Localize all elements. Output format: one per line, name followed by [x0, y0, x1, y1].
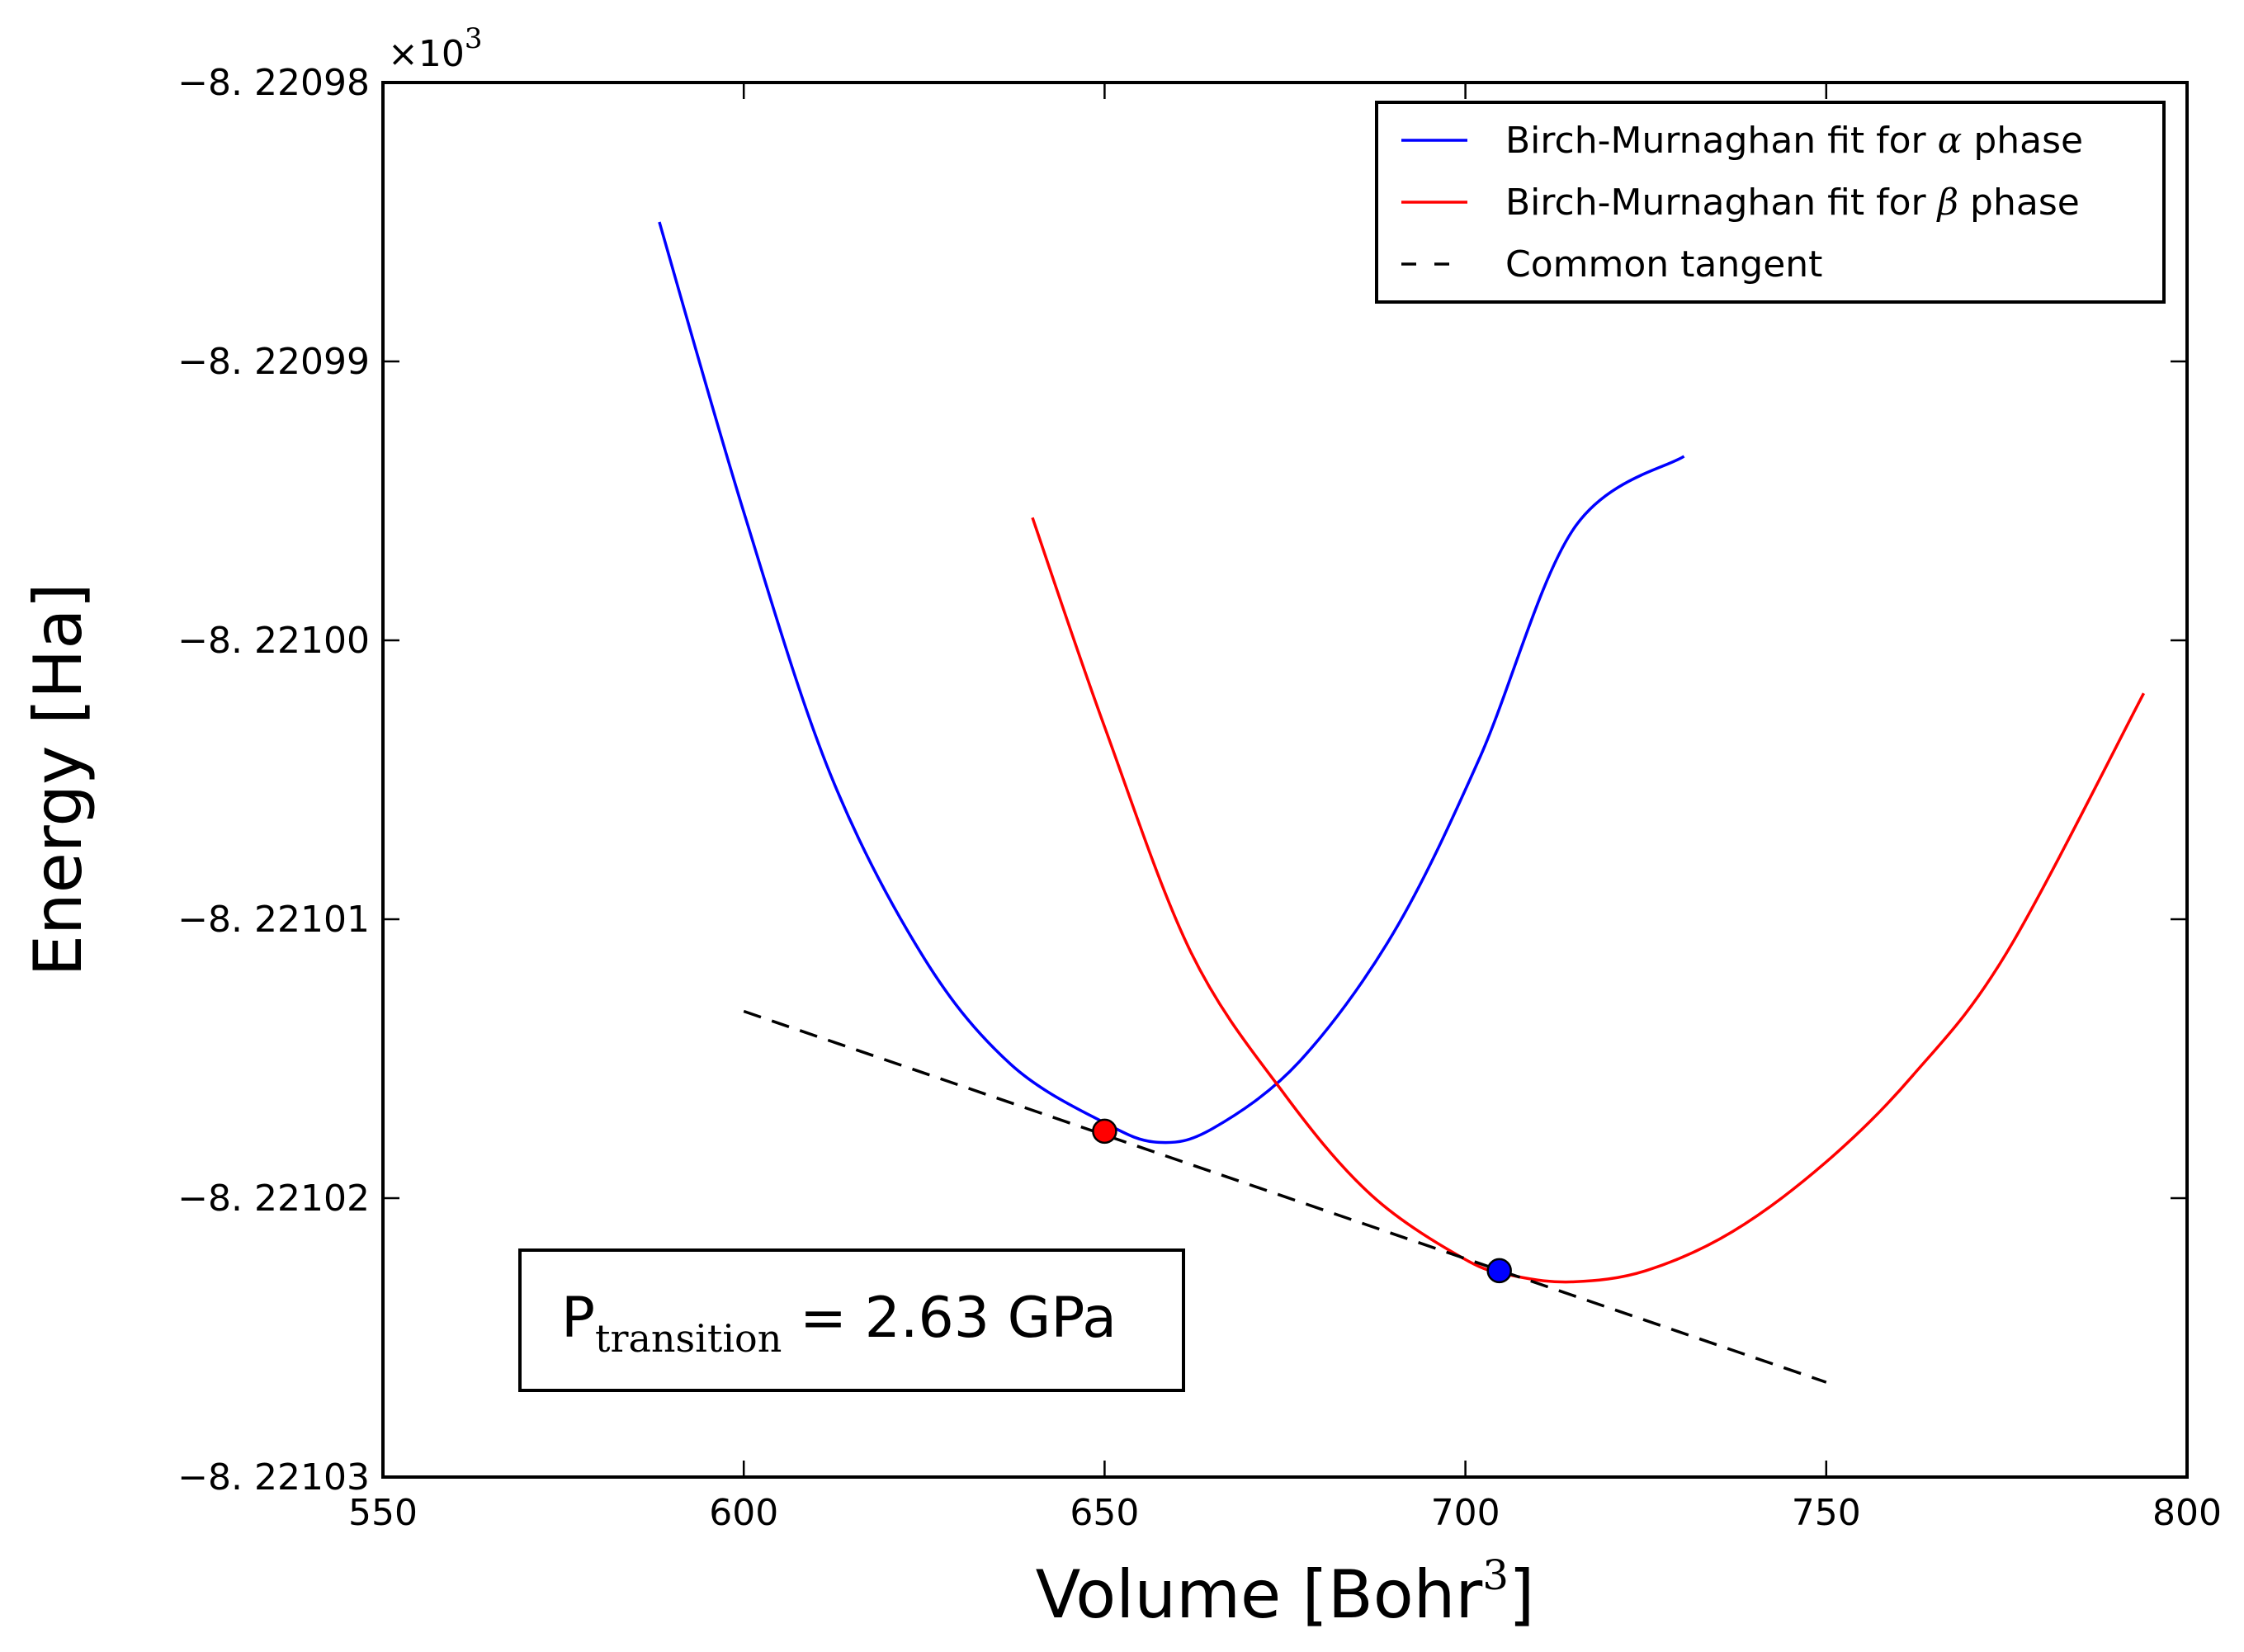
- legend-label-text: Birch-Murnaghan fit for: [1505, 182, 1938, 224]
- x-axis-title-main: Volume [Bohr: [1036, 1556, 1483, 1633]
- y-offset-base: ×10: [388, 33, 465, 75]
- x-tick-label: 550: [348, 1492, 418, 1534]
- series-line-1: [658, 221, 1685, 1145]
- y-axis-title: Energy [Ha]: [20, 583, 97, 976]
- x-tick-label: 700: [1431, 1492, 1500, 1534]
- annotation-subscript: transition: [595, 1316, 782, 1361]
- markers-layer: [1092, 1118, 1512, 1284]
- legend-label-text: Common tangent: [1505, 243, 1822, 286]
- plot-frame: [381, 81, 2189, 1479]
- series-line-3: [743, 1009, 1827, 1384]
- y-tick-label: −8. 22100: [177, 620, 370, 662]
- annotation-value: = 2.63 GPa: [782, 1286, 1117, 1351]
- y-tick-label: −8. 22098: [177, 62, 370, 104]
- curves-layer: [658, 221, 2146, 1384]
- x-axis-title-exponent: 3: [1482, 1551, 1509, 1599]
- tangent-point-1: [1092, 1118, 1117, 1145]
- legend: Birch-Murnaghan fit for α phaseBirch-Mur…: [1375, 101, 2166, 304]
- y-tick-label: −8. 22099: [177, 341, 370, 383]
- legend-label-text: Birch-Murnaghan fit for: [1505, 120, 1938, 162]
- tangent-point-2: [1486, 1258, 1512, 1284]
- x-axis-title-end: ]: [1509, 1556, 1534, 1633]
- legend-label-greek: α: [1938, 120, 1963, 162]
- ticks-layer: [381, 81, 2189, 1479]
- legend-label-greek: β: [1936, 182, 1958, 224]
- legend-label-1: Birch-Murnaghan fit for α phase: [1505, 120, 2083, 162]
- x-tick-label: 600: [709, 1492, 778, 1534]
- legend-label-3: Common tangent: [1505, 243, 1822, 286]
- legend-frame: [1375, 101, 2166, 304]
- y-offset-exponent: 3: [465, 22, 483, 55]
- annotation-symbol: P: [561, 1286, 595, 1351]
- legend-label-suffix: phase: [1962, 120, 2083, 162]
- annotation-frame: [518, 1248, 1185, 1392]
- legend-label-2: Birch-Murnaghan fit for β phase: [1505, 182, 2080, 224]
- y-tick-label: −8. 22101: [177, 899, 370, 941]
- annotation-text: Ptransition = 2.63 GPa: [561, 1286, 1117, 1361]
- y-tick-label: −8. 22102: [177, 1178, 370, 1220]
- x-tick-label: 750: [1792, 1492, 1861, 1534]
- y-tick-label: −8. 22103: [177, 1456, 370, 1499]
- x-axis-title: Volume [Bohr3]: [1036, 1551, 1535, 1633]
- x-tick-label: 800: [2152, 1492, 2222, 1534]
- x-tick-label: 650: [1070, 1492, 1139, 1534]
- legend-label-suffix: phase: [1958, 182, 2080, 224]
- y-offset-label: ×103: [388, 22, 483, 75]
- tick-labels-layer: 550 600 650 700 750 800 −8. 22098 −8. 22099 −8. …: [177, 62, 2222, 1534]
- series-line-2: [1031, 517, 2146, 1284]
- transition-pressure-box: Ptransition = 2.63 GPa: [518, 1248, 1185, 1392]
